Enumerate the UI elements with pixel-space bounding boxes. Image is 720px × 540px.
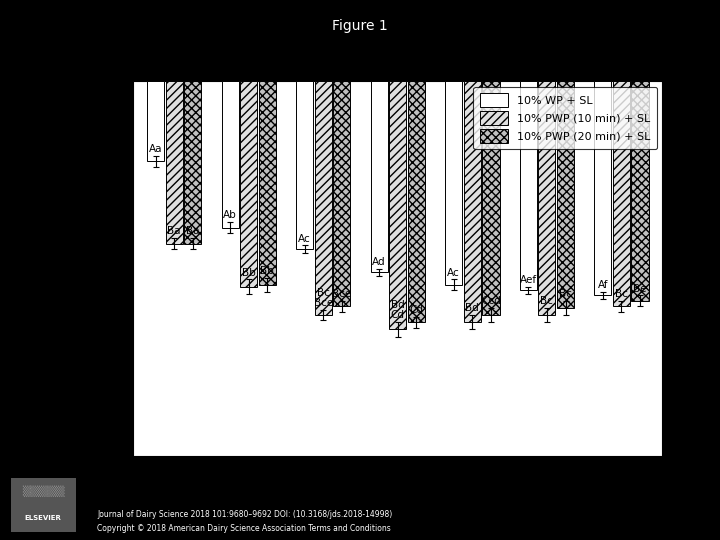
Text: Ad: Ad — [372, 257, 386, 267]
Text: Ba: Ba — [186, 226, 199, 237]
Text: Bd
Cd: Bd Cd — [391, 300, 405, 320]
Bar — [613, 81, 630, 306]
Text: Ba: Ba — [168, 226, 181, 237]
Bar — [333, 81, 351, 306]
Text: Ab: Ab — [223, 211, 237, 220]
Bar — [594, 81, 611, 295]
Text: Figure 1: Figure 1 — [332, 19, 388, 33]
Bar — [258, 81, 276, 285]
Text: Bc
Bce: Bc Bce — [314, 288, 333, 308]
Bar — [557, 81, 574, 308]
Bar — [390, 81, 406, 329]
Y-axis label: Zeta potential (nm): Zeta potential (nm) — [73, 207, 86, 330]
Text: Bb: Bb — [242, 268, 256, 278]
Text: Bd: Bd — [465, 303, 480, 313]
Legend: 10% WP + SL, 10% PWP (10 min) + SL, 10% PWP (20 min) + SL: 10% WP + SL, 10% PWP (10 min) + SL, 10% … — [474, 86, 657, 150]
Text: Journal of Dairy Science 2018 101:9680–9692 DOI: (10.3168/jds.2018-14998): Journal of Dairy Science 2018 101:9680–9… — [97, 510, 392, 519]
Text: Ac: Ac — [298, 234, 311, 244]
Text: Cd: Cd — [410, 305, 423, 315]
Text: Aef: Aef — [520, 275, 537, 285]
Bar — [184, 81, 202, 244]
Bar — [315, 81, 332, 315]
Text: Bc: Bc — [559, 289, 572, 299]
Bar — [464, 81, 481, 322]
Bar — [520, 81, 537, 290]
Bar — [296, 81, 313, 249]
Text: Ac: Ac — [447, 268, 460, 278]
Bar — [240, 81, 257, 287]
Bar — [166, 81, 183, 244]
Text: Bc: Bc — [541, 296, 553, 306]
Bar — [482, 81, 500, 315]
Bar — [371, 81, 388, 272]
Text: Af: Af — [598, 280, 608, 290]
Text: Bc: Bc — [615, 289, 628, 299]
Bar — [445, 81, 462, 285]
X-axis label: SL concentration (%, wt/vol): SL concentration (%, wt/vol) — [309, 484, 487, 497]
Text: ELSEVIER: ELSEVIER — [24, 515, 62, 522]
Bar — [539, 81, 555, 315]
Bar — [147, 81, 164, 161]
Bar — [222, 81, 238, 227]
Text: Aa: Aa — [149, 144, 162, 154]
Text: Bb: Bb — [261, 266, 274, 276]
Text: Bce: Bce — [332, 289, 351, 299]
Text: Ccd: Ccd — [481, 296, 501, 306]
Bar — [408, 81, 425, 322]
Text: ▒▒▒▒▒: ▒▒▒▒▒ — [22, 485, 65, 497]
Text: Be: Be — [634, 284, 647, 294]
Bar — [631, 81, 649, 301]
Text: Copyright © 2018 American Dairy Science Association Terms and Conditions: Copyright © 2018 American Dairy Science … — [97, 524, 391, 533]
